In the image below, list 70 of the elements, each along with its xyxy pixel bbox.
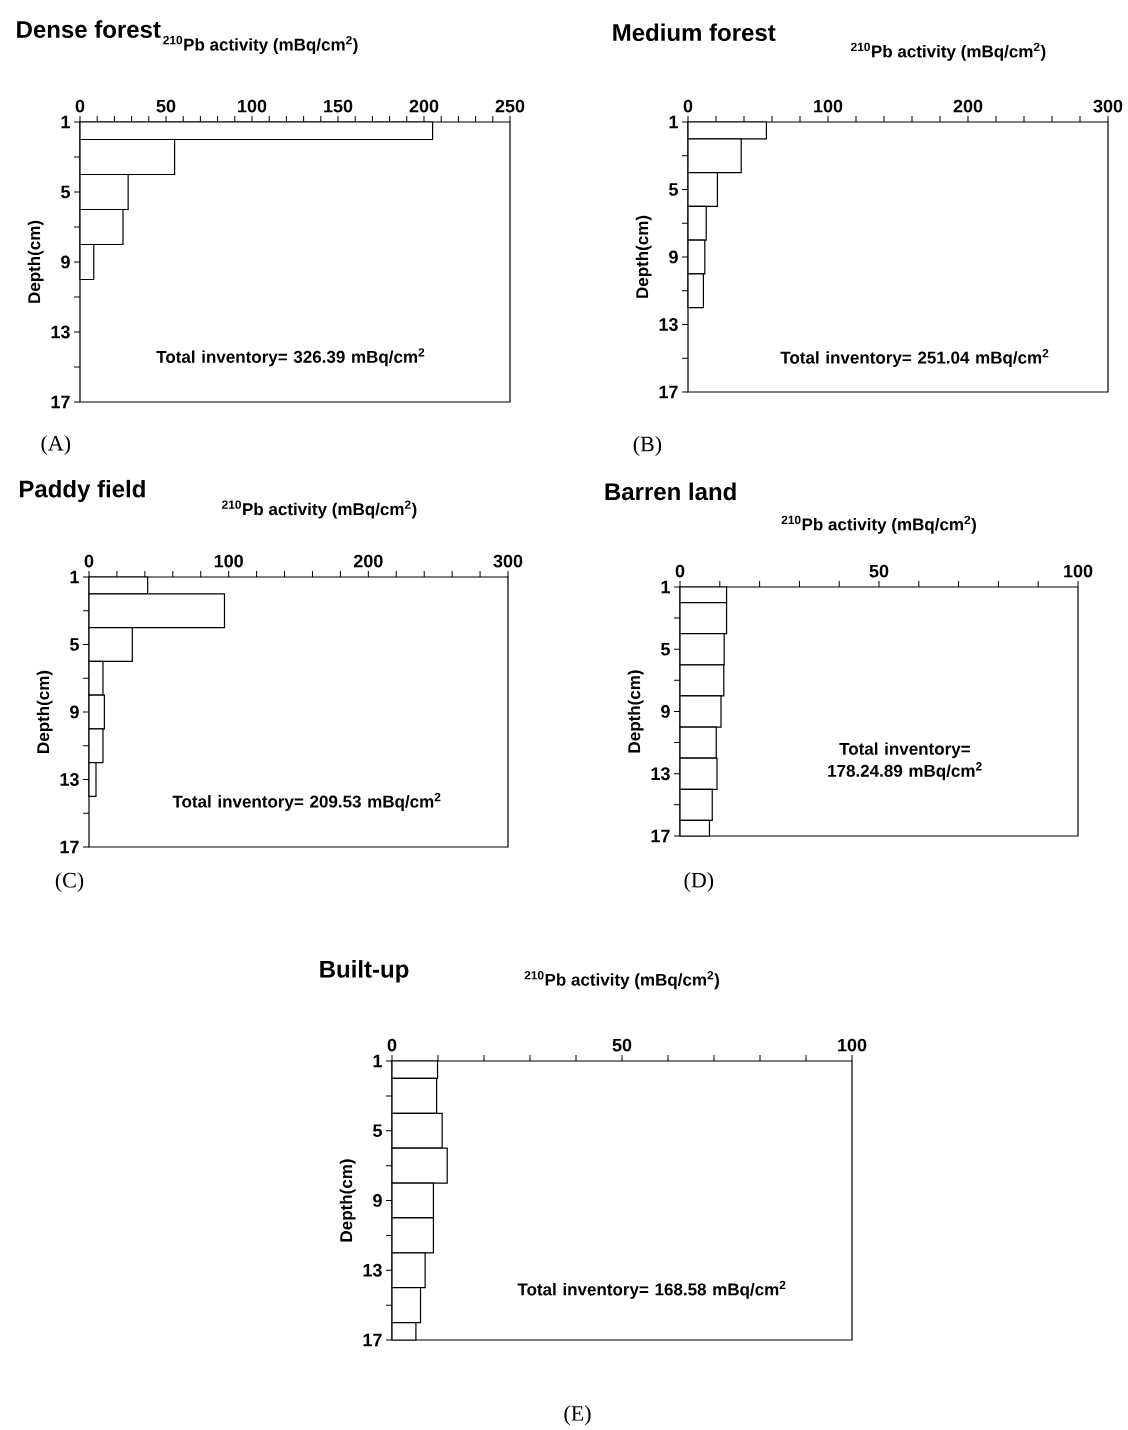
chart-title: Dense forest (17, 20, 161, 38)
y-tick-label: 5 (61, 185, 70, 199)
x-tick-label: 0 (675, 564, 685, 578)
chart-title: Barren land (605, 482, 736, 501)
x-tick-label: 0 (75, 99, 85, 113)
y-tick-label: 13 (659, 318, 678, 331)
x-tick-label: 300 (1093, 99, 1123, 113)
chart-title: Paddy field (19, 479, 145, 503)
y-tick-label: 13 (363, 1263, 382, 1277)
x-axis-title: $^{210}$Pb activity (mBq/cm$^{2}$) (222, 500, 417, 519)
y-tick-label: 9 (61, 255, 70, 269)
y-tick-label: 13 (51, 325, 70, 339)
annotation: Total inventory= 209.53 mBq/cm$^{2}$ (172, 792, 441, 811)
text: (C) (55, 872, 84, 893)
x-tick-label: 150 (324, 99, 353, 113)
chart-title: Medium forest (613, 23, 776, 42)
x-axis-title: $^{210}$Pb activity (mBq/cm$^{2}$) (163, 35, 358, 55)
x-tick-label: 50 (612, 1038, 632, 1052)
x-tick-label: 100 (838, 1038, 867, 1052)
x-tick-label: 0 (683, 99, 693, 113)
y-tick-label: 9 (70, 705, 79, 719)
x-axis-title: $^{210}$Pb activity (mBq/cm$^{2}$) (781, 515, 976, 534)
x-tick-label: 250 (495, 99, 525, 113)
y-tick-label: 5 (70, 638, 79, 651)
y-tick-label: 17 (659, 385, 678, 399)
y-axis-title: Depth(cm) (36, 670, 53, 753)
x-tick-label: 50 (156, 99, 176, 113)
annotation: Total inventory= 326.39 mBq/cm$^{2}$ (156, 348, 425, 367)
text: (E) (564, 1405, 591, 1426)
x-tick-label: 300 (493, 554, 523, 568)
y-tick-label: 1 (61, 115, 70, 129)
y-tick-label: 1 (70, 570, 79, 584)
y-tick-label: 17 (51, 395, 70, 409)
y-axis-title: Depth(cm) (627, 670, 644, 753)
text: (D) (684, 872, 714, 893)
annotation: Total inventory= 168.58 mBq/cm$^{2}$ (517, 1280, 786, 1299)
y-tick-label: 9 (669, 250, 678, 264)
y-axis-title: Depth(cm) (27, 220, 44, 303)
y-tick-label: 13 (60, 773, 79, 786)
y-tick-label: 9 (373, 1194, 382, 1207)
y-tick-label: 13 (651, 767, 670, 781)
x-tick-label: 100 (1064, 564, 1093, 578)
annotation: Total inventory= 178.24.89 mBq/cm$^{2}$ (828, 742, 982, 781)
x-tick-label: 0 (387, 1038, 397, 1052)
y-tick-label: 17 (651, 829, 670, 843)
x-tick-label: 100 (238, 99, 267, 113)
annotation: Total inventory= 251.04 mBq/cm$^{2}$ (780, 348, 1049, 368)
text: (A) (41, 435, 71, 456)
x-tick-label: 100 (814, 99, 843, 113)
y-tick-label: 17 (363, 1333, 382, 1347)
y-tick-label: 1 (661, 580, 670, 594)
x-axis-title: $^{210}$Pb activity (mBq/cm$^{2}$) (524, 971, 719, 990)
y-tick-label: 5 (373, 1124, 382, 1138)
y-axis-title: Depth(cm) (339, 1159, 356, 1242)
y-tick-label: 1 (373, 1054, 382, 1068)
y-tick-label: 5 (669, 183, 678, 196)
x-tick-label: 0 (84, 554, 94, 568)
y-tick-label: 9 (661, 705, 670, 718)
x-tick-label: 50 (869, 564, 889, 578)
x-tick-label: 200 (409, 99, 439, 113)
x-tick-label: 200 (353, 554, 383, 568)
y-tick-label: 1 (669, 115, 678, 129)
x-tick-label: 200 (953, 99, 983, 113)
y-tick-label: 5 (661, 642, 670, 656)
chart-title: Built-up (320, 960, 409, 983)
text: (B) (633, 436, 662, 456)
y-axis-title: Depth(cm) (635, 215, 652, 298)
x-tick-label: 100 (214, 554, 243, 568)
x-axis-title: $^{210}$Pb activity (mBq/cm$^{2}$) (851, 42, 1046, 61)
y-tick-label: 17 (60, 840, 79, 854)
